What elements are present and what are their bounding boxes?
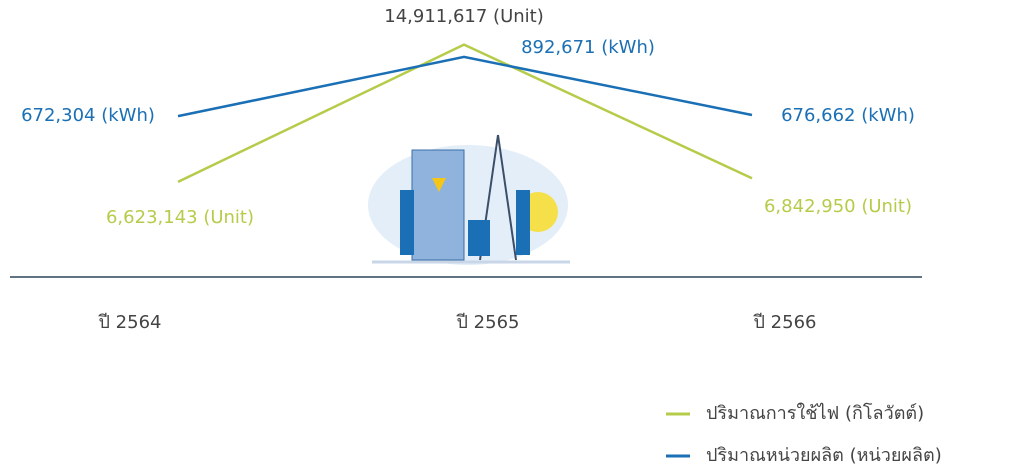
- data-label: 892,671 (kWh): [521, 37, 655, 58]
- data-label: 14,911,617 (Unit): [384, 6, 543, 27]
- data-label: 6,623,143 (Unit): [106, 207, 254, 228]
- legend-label: ปริมาณหน่วยผลิต (หน่วยผลิต): [706, 445, 942, 466]
- chart: ปี 2564 ปี 2565 ปี 2566 6,623,143 (Unit) 14,…: [0, 0, 1013, 472]
- x-tick-label: ปี 2565: [456, 312, 519, 333]
- data-label: 676,662 (kWh): [781, 105, 915, 126]
- data-label: 672,304 (kWh): [21, 105, 155, 126]
- x-tick-label: ปี 2564: [98, 312, 161, 333]
- x-tick-label: ปี 2566: [753, 312, 816, 333]
- illustration: [368, 135, 570, 265]
- data-label: 6,842,950 (Unit): [764, 196, 912, 217]
- series-line: [178, 57, 752, 116]
- legend-label: ปริมาณการใช้ไฟ (กิโลวัตต์): [706, 402, 924, 424]
